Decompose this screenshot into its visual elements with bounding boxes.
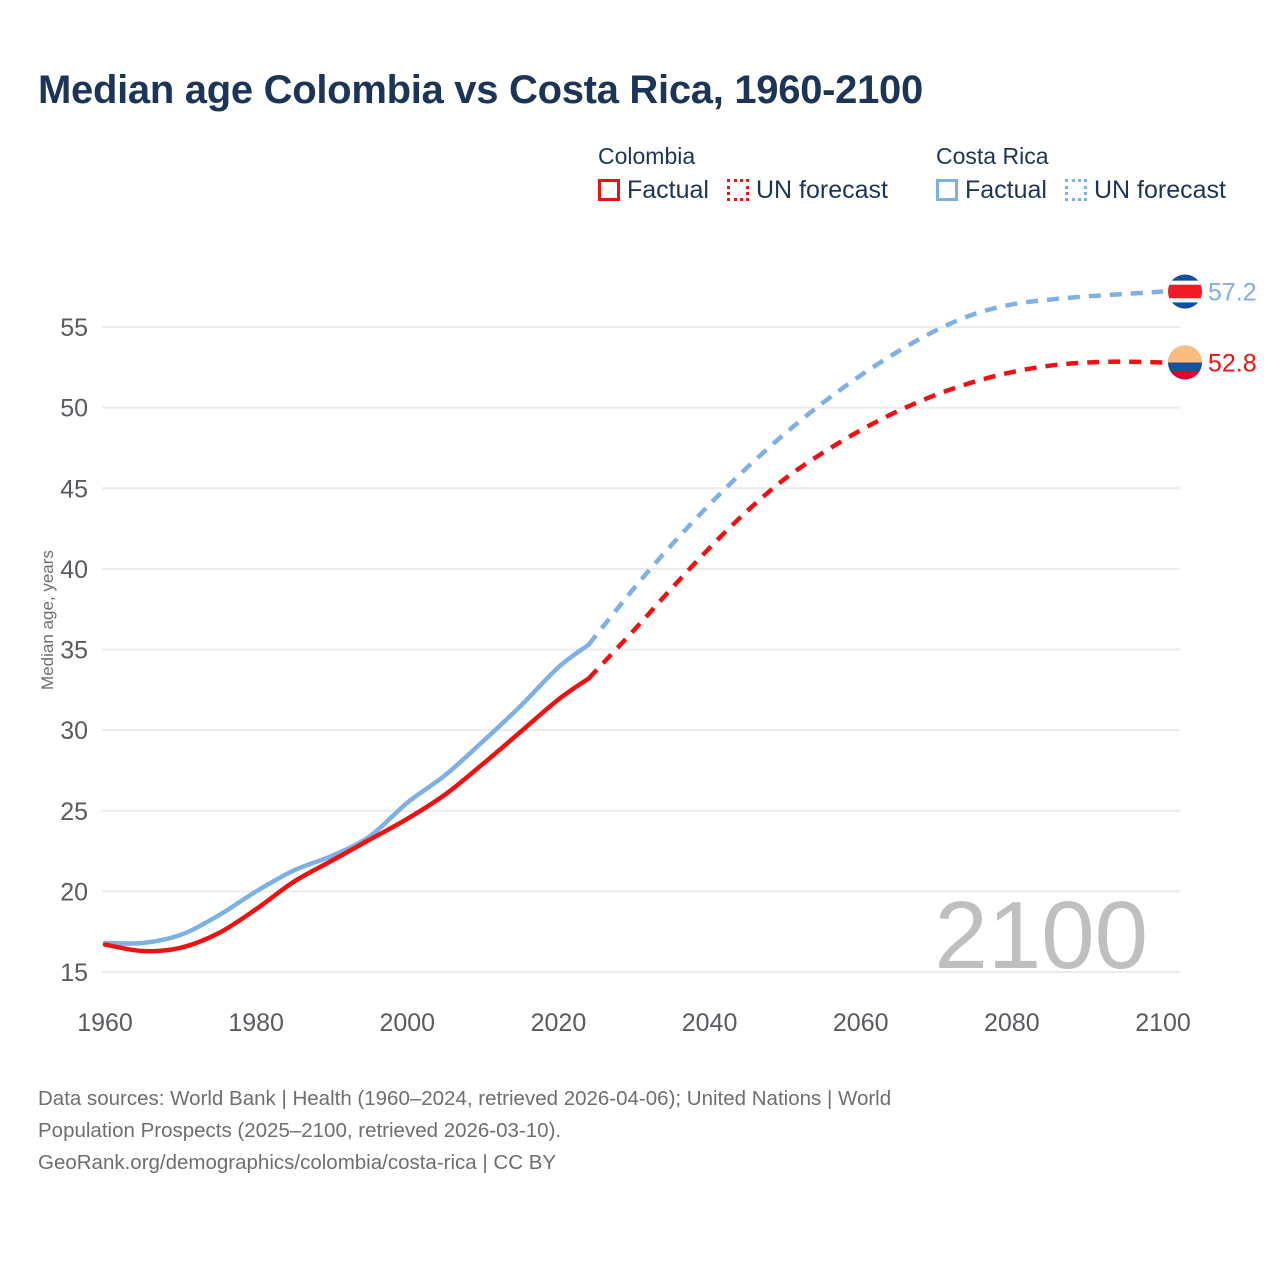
legend-swatch-dotted-icon [726,179,749,201]
y-tick-label: 35 [60,637,88,665]
data-series [102,289,1164,954]
y-tick-label: 50 [60,395,88,423]
series-line-forecast-colombia [587,359,1164,681]
footer-source-line-2: Population Prospects (2025–2100, retriev… [38,1119,562,1142]
end-markers: 57.2 52.8 [1167,274,1257,380]
legend-group-costa-rica: Costa Rica Factual UN forecast [936,143,1226,203]
y-tick-label: 20 [60,878,88,906]
x-tick-label: 2020 [531,1009,587,1037]
flag-costa-rica-icon [1168,274,1202,309]
series-line-forecast-costa-rica [586,289,1164,647]
legend-item-costa-rica-factual[interactable]: Factual [936,177,1047,203]
x-tick-label: 2100 [1135,1009,1191,1037]
chart-legend: Colombia Factual UN forecast Costa Rica … [598,143,1258,223]
page-title: Median age Colombia vs Costa Rica, 1960-… [38,68,923,112]
legend-swatch-dotted-icon [1064,179,1087,201]
y-tick-label: 40 [60,556,88,584]
end-value-colombia: 52.8 [1208,349,1257,377]
y-tick-label: 15 [60,959,88,987]
y-tick-label: 30 [60,717,88,745]
x-axis-ticks: 1960 1980 2000 2020 2040 2060 2080 2100 [77,1009,1191,1037]
legend-label-costa-rica-factual: Factual [965,176,1047,204]
legend-swatch-solid-icon [936,179,958,201]
y-tick-label: 25 [60,798,88,826]
end-value-costa-rica: 57.2 [1208,279,1257,307]
legend-group-title-costa-rica: Costa Rica [936,143,1049,169]
median-age-line-chart: 15 20 25 30 35 40 45 50 55 1960 1980 2000 2020 2040 2… [60,274,1257,1037]
y-tick-label: 45 [60,475,88,503]
legend-item-colombia-factual[interactable]: Factual [598,177,709,203]
chart-plot-area: Median age, years 15 20 25 30 35 40 45 50 55 196… [38,274,1257,1037]
y-axis-ticks: 15 20 25 30 35 40 45 50 55 [60,314,88,987]
legend-swatch-solid-icon [598,179,620,201]
legend-item-costa-rica-forecast[interactable]: UN forecast [1064,176,1226,204]
legend-group-title-colombia: Colombia [598,143,696,169]
legend-label-colombia-forecast: UN forecast [755,176,888,204]
x-tick-label: 2000 [379,1009,435,1037]
y-tick-label: 55 [60,314,88,342]
legend-group-colombia: Colombia Factual UN forecast [598,143,888,203]
footer-source-line-1: Data sources: World Bank | Health (1960–… [38,1087,892,1110]
x-tick-label: 2040 [682,1009,738,1037]
x-tick-label: 2060 [833,1009,889,1037]
x-tick-label: 2080 [984,1009,1040,1037]
x-tick-label: 1960 [77,1009,133,1037]
series-line-factual-colombia [102,676,591,954]
legend-label-costa-rica-forecast: UN forecast [1093,176,1226,204]
year-watermark: 2100 [934,882,1148,989]
chart-footer: Data sources: World Bank | Health (1960–… [38,1083,1218,1179]
x-tick-label: 1980 [228,1009,284,1037]
footer-attribution[interactable]: GeoRank.org/demographics/colombia/costa-… [38,1151,557,1174]
series-line-factual-costa-rica [102,642,591,946]
flag-colombia-icon [1168,345,1202,380]
gridlines [102,326,1180,973]
legend-label-colombia-factual: Factual [627,176,709,204]
y-axis-label: Median age, years [38,550,57,690]
legend-item-colombia-forecast[interactable]: UN forecast [726,176,888,204]
